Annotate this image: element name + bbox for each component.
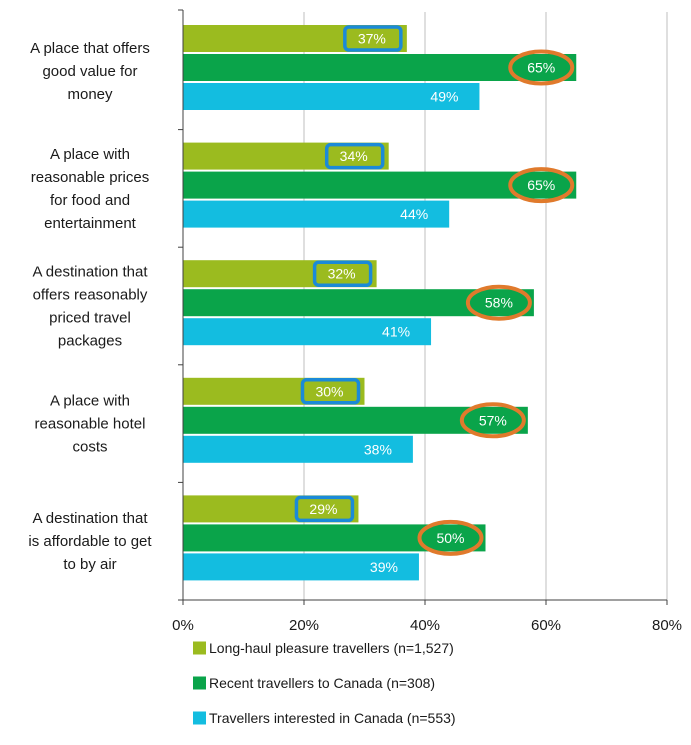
highlight-box-c4 (294, 495, 355, 523)
data-label-s1-c4: 50% (436, 530, 464, 546)
bar-s1-c3 (183, 406, 528, 434)
data-label-s0-c4: 29% (309, 501, 337, 517)
category-label-0: A place that offers good value for money (30, 40, 150, 103)
category-label-3: A place with reasonable hotel costs (35, 393, 146, 456)
highlight-box-c0 (343, 25, 403, 52)
data-label-s2-c1: 44% (400, 206, 428, 222)
data-label-s2-c0: 49% (430, 89, 458, 105)
highlight-ellipse-c0 (508, 49, 575, 86)
highlight-ellipse-c1 (508, 167, 575, 204)
data-label-s2-c2: 41% (382, 324, 410, 340)
xtick-label-3: 60% (531, 617, 561, 634)
bar-s0-c4 (183, 495, 359, 523)
legend-swatch-2 (193, 711, 206, 725)
bar-s2-c3 (183, 435, 413, 463)
bar-s2-c1 (183, 200, 450, 228)
xtick-label-1: 20% (289, 617, 319, 634)
category-label-1: A place with reasonable prices for food an… (31, 146, 149, 232)
data-label-s0-c3: 30% (315, 383, 343, 399)
legend-label-0: Long-haul pleasure travellers (n=1,527) (209, 640, 454, 656)
highlight-ellipse-c2 (465, 284, 532, 321)
bar-s0-c0 (183, 25, 407, 52)
xtick-label-4: 80% (652, 617, 682, 634)
category-label-2: A destination that offers reasonably price… (32, 264, 148, 350)
bar-s0-c3 (183, 377, 365, 405)
highlight-box-c1 (324, 142, 385, 170)
bar-s2-c4 (183, 553, 419, 581)
highlight-box-c2 (312, 260, 373, 287)
data-label-s2-c4: 39% (370, 559, 398, 575)
data-label-s1-c1: 65% (527, 177, 555, 193)
bar-s2-c0 (183, 83, 480, 110)
data-label-s0-c0: 37% (358, 31, 386, 47)
legend-swatch-1 (193, 676, 206, 690)
data-label-s0-c1: 34% (340, 148, 368, 164)
highlight-ellipse-c4 (417, 519, 484, 556)
legend-swatch-0 (193, 641, 206, 655)
xtick-label-0: 0% (172, 617, 194, 634)
data-label-s0-c2: 32% (328, 266, 356, 282)
category-label-4: A destination that is affordable to get to… (28, 510, 152, 573)
bar-s2-c2 (183, 318, 432, 346)
data-label-s2-c3: 38% (364, 441, 392, 457)
data-label-s1-c2: 58% (485, 295, 513, 311)
bar-s0-c2 (183, 260, 377, 288)
data-label-s1-c3: 57% (479, 412, 507, 428)
bar-s1-c4 (183, 524, 486, 552)
legend-label-1: Recent travellers to Canada (n=308) (209, 675, 435, 691)
highlight-ellipse-c3 (459, 402, 526, 439)
legend-label-2: Travellers interested in Canada (n=553) (209, 710, 456, 726)
bar-s1-c2 (183, 289, 534, 317)
xtick-label-2: 40% (410, 617, 440, 634)
bar-s0-c1 (183, 142, 389, 170)
highlight-box-c3 (300, 378, 361, 405)
data-label-s1-c0: 65% (527, 60, 555, 76)
